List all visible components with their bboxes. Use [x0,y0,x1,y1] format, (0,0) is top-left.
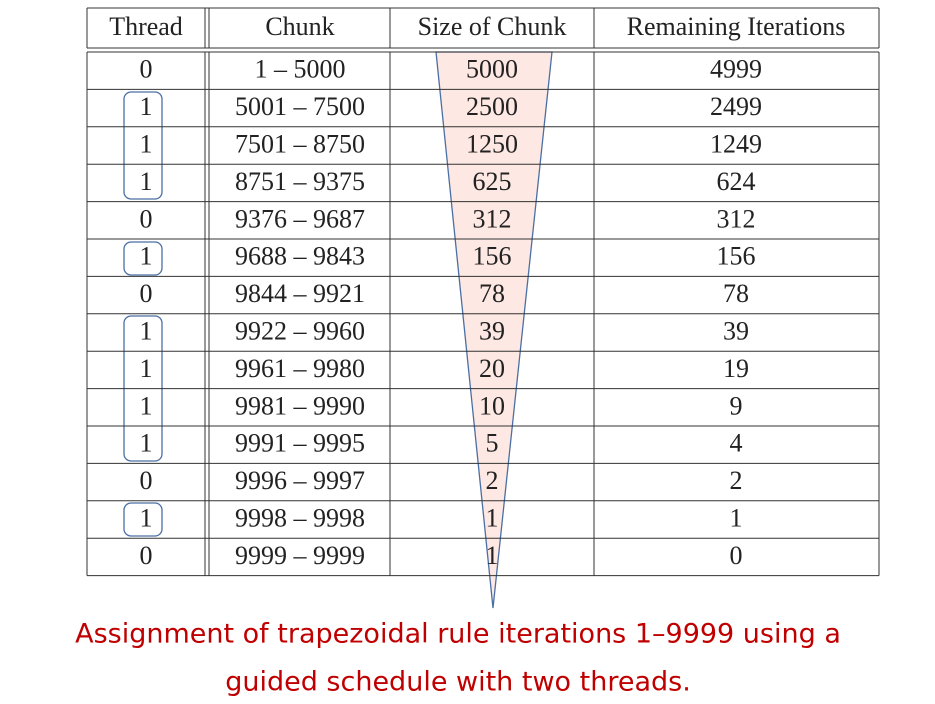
highlight-box [123,502,163,537]
table-cell: 1 [140,316,153,345]
table-cell: 0 [140,204,153,233]
table-cell: 1 [140,503,153,532]
table-cell: 9844 – 9921 [235,279,365,308]
header-cell: Chunk [265,12,334,41]
table-cell: 78 [723,279,749,308]
table-cell: 0 [140,466,153,495]
table-cell: 0 [730,541,743,570]
table-cell: 5 [486,429,499,458]
table-cell: 9376 – 9687 [235,204,365,233]
table-cell: 624 [717,167,756,196]
table-cell: 156 [717,242,756,271]
table-cell: 19 [723,354,749,383]
table-cell: 1 [730,503,743,532]
table-grid [86,7,880,577]
table-cell: 1 [486,503,499,532]
table-cell: 9688 – 9843 [235,242,365,271]
header-cell: Thread [109,12,183,41]
table-cell: 2499 [710,92,762,121]
table-cell: 1 – 5000 [255,55,346,84]
table-cell: 9999 – 9999 [235,541,365,570]
table-cell: 9991 – 9995 [235,429,365,458]
table-cell: 5000 [466,55,518,84]
table-cell: 1 [140,167,153,196]
table-cell: 1 [486,541,499,570]
highlight-box [123,91,163,200]
table-cell: 1 [140,242,153,271]
header-cell: Remaining Iterations [627,12,846,41]
caption-line: guided schedule with two threads. [225,667,691,698]
table-cell: 1249 [710,129,762,158]
table-cell: 9981 – 9990 [235,391,365,420]
table-cell: 156 [473,242,512,271]
header-cell: Size of Chunk [418,12,567,41]
table-cell: 9 [730,391,743,420]
caption-line: Assignment of trapezoidal rule iteration… [75,619,841,650]
table-cell: 1 [140,92,153,121]
table-cell: 1250 [466,129,518,158]
table-cell: 7501 – 8750 [235,129,365,158]
table-cell: 20 [479,354,505,383]
table-cell: 1 [140,429,153,458]
table-cell: 9961 – 9980 [235,354,365,383]
table-cell: 4999 [710,55,762,84]
table-cell: 39 [723,316,749,345]
table-cell: 1 [140,391,153,420]
table-cell: 0 [140,279,153,308]
table-cell: 625 [473,167,512,196]
table-cell: 78 [479,279,505,308]
table-cell: 4 [730,429,743,458]
table-cell: 312 [717,204,756,233]
table-cell: 8751 – 9375 [235,167,365,196]
table-cell: 1 [140,129,153,158]
table: Thread Chunk Size of Chunk Remaining Iterat… [109,12,845,570]
table-cell: 0 [140,541,153,570]
table-cell: 9922 – 9960 [235,316,365,345]
table-cell: 0 [140,55,153,84]
table-cell: 39 [479,316,505,345]
table-cell: 2 [730,466,743,495]
table-cell: 9996 – 9997 [235,466,365,495]
highlight-box [123,241,163,276]
table-cell: 312 [473,204,512,233]
table-cell: 2 [486,466,499,495]
table-cell: 10 [479,391,505,420]
table-cell: 9998 – 9998 [235,503,365,532]
table-cell: 1 [140,354,153,383]
table-cell: 2500 [466,92,518,121]
table-cell: 5001 – 7500 [235,92,365,121]
